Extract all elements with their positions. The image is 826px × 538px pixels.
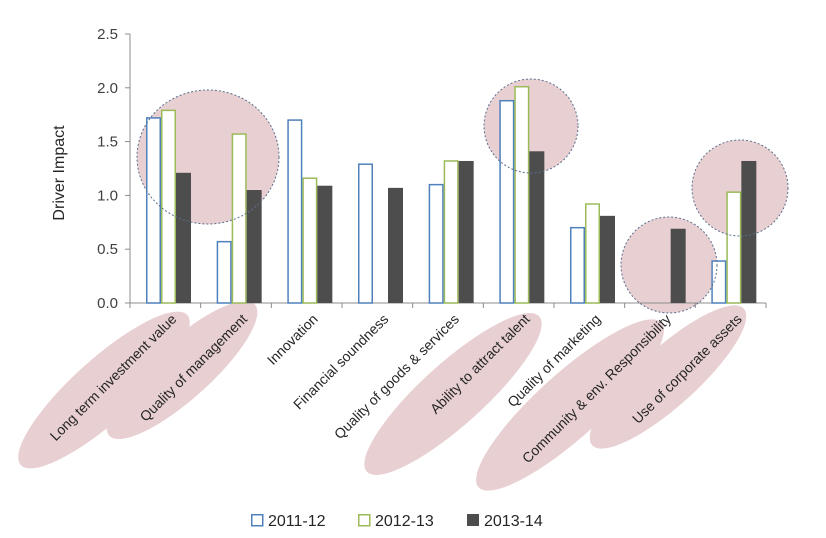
bar-2013-14-5 <box>458 160 474 303</box>
bar-2012-13-7 <box>585 203 600 304</box>
bar-2012-13-3 <box>302 177 318 304</box>
legend-swatch <box>251 514 264 527</box>
highlight-oval <box>106 300 258 440</box>
y-tick-label: 2.0 <box>97 80 118 97</box>
highlight-circle-outline <box>620 216 718 314</box>
highlight-outlines <box>136 78 789 314</box>
y-tick-label: 0.5 <box>97 241 118 258</box>
bar-2011-12-2 <box>216 240 232 304</box>
highlight-circle-outline <box>691 139 789 237</box>
y-tick-label: 1.0 <box>97 187 118 204</box>
bar-2013-14-8 <box>670 228 686 303</box>
bar-2011-12-6 <box>499 99 515 304</box>
bar-2012-13-1 <box>161 109 176 304</box>
bar-2012-13-2 <box>231 133 247 304</box>
legend-label: 2013-14 <box>484 513 543 530</box>
highlight-oval <box>476 319 664 491</box>
bar-2012-13-6 <box>514 85 530 304</box>
legend-label: 2012-13 <box>375 513 434 530</box>
bar-2013-14-4 <box>388 187 403 303</box>
bar-2011-12-4 <box>358 163 373 304</box>
category-label: Innovation <box>264 311 321 368</box>
bar-2013-14-2 <box>246 190 262 303</box>
y-tick-label: 1.5 <box>97 134 118 151</box>
legend-swatch <box>467 514 479 526</box>
legend-swatch <box>358 514 371 527</box>
bar-2013-14-3 <box>317 185 333 303</box>
highlight-circle <box>692 140 788 236</box>
legend-label: 2011-12 <box>268 513 326 530</box>
bar-2011-12-9 <box>711 260 727 304</box>
legend: 2011-12 2012-13 2013-14 <box>251 513 543 530</box>
highlight-oval <box>589 305 747 449</box>
bar-2012-13-9 <box>726 191 742 304</box>
highlight-circle <box>621 217 717 313</box>
highlight-oval <box>18 311 190 469</box>
highlight-circle-outline <box>136 89 280 225</box>
bar-2012-13-5 <box>443 160 459 304</box>
bar-2013-14-6 <box>529 151 545 303</box>
highlight-circle-outline <box>483 78 579 174</box>
y-tick-labels: 0.0 0.5 1.0 1.5 2.0 2.5 <box>97 26 118 312</box>
y-axis-title: Driver Impact <box>51 125 68 221</box>
bar-2011-12-7 <box>570 226 585 304</box>
bar-2013-14-1 <box>176 172 191 303</box>
bar-2011-12-1 <box>146 117 161 304</box>
bar-2011-12-5 <box>428 183 444 304</box>
highlight-oval <box>364 313 542 475</box>
y-tick-label: 2.5 <box>97 26 118 43</box>
y-tick-label: 0.0 <box>97 295 118 312</box>
bar-2011-12-3 <box>287 119 303 304</box>
chart-bars <box>146 85 757 304</box>
bar-2013-14-9 <box>741 160 757 303</box>
bar-2013-14-7 <box>600 215 615 303</box>
